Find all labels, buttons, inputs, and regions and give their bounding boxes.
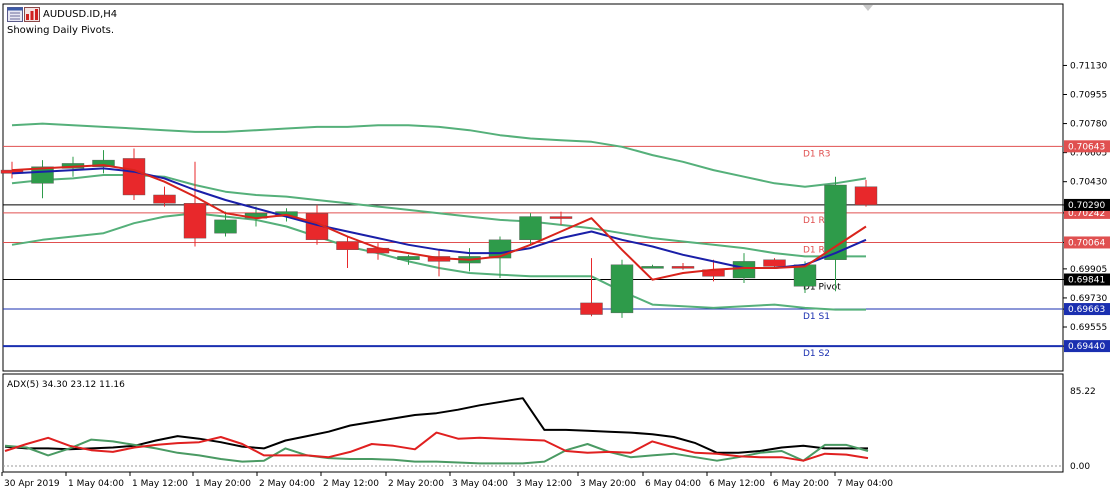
time-tick-label: 6 May 04:00 [645, 479, 701, 489]
time-tick-label: 2 May 04:00 [259, 479, 315, 489]
candle-bear [671, 266, 695, 269]
pivot-label: D1 R2 [803, 216, 831, 226]
time-tick-label: 30 Apr 2019 [4, 479, 60, 489]
symbol-title: AUDUSD.ID,H4 [43, 9, 118, 20]
current-price-text: 0.70290 [1068, 201, 1105, 211]
price-tick-label: 0.71130 [1070, 61, 1107, 71]
pivot-price-text: 0.69841 [1068, 275, 1105, 285]
time-tick-label: 3 May 20:00 [580, 479, 636, 489]
pivot-price-box [1064, 140, 1110, 153]
time-tick-label: 1 May 04:00 [68, 479, 124, 489]
candle-bear [153, 194, 176, 204]
pivot-label: D1 S1 [803, 312, 830, 322]
candle-bull [519, 216, 542, 241]
adx-tick-label: 85.22 [1070, 387, 1096, 397]
pivot-label: D1 S2 [803, 349, 830, 359]
time-axis: 30 Apr 2019 1 May 04:00 1 May 12:00 1 May 2… [1, 471, 1063, 489]
candle-bull [641, 266, 664, 269]
pivot-price-box [1064, 303, 1110, 316]
price-pane-border [2, 3, 1064, 372]
time-tick-label: 3 May 12:00 [516, 479, 572, 489]
candle-bear [854, 186, 878, 206]
pivot-price-box [1064, 236, 1110, 249]
time-tick-label: 6 May 20:00 [773, 479, 829, 489]
ma-fast-line [11, 164, 867, 281]
candle-bull [793, 264, 817, 287]
candle-bear [336, 241, 359, 250]
adx-title: ADX(5) 34.30 23.12 11.16 [7, 380, 125, 390]
price-pane[interactable]: 0.71130 0.70955 0.70780 0.70605 0.70430 0.702… [0, 3, 1110, 372]
pivot-label: D1 R3 [803, 149, 831, 159]
minus-di-line [4, 431, 869, 462]
candle-bull [732, 261, 756, 279]
candle-bull [824, 184, 847, 260]
candle-bull [214, 219, 237, 234]
candle-bull [92, 159, 115, 167]
pivot-label: D1 Pivot [803, 282, 841, 292]
pivot-price-box [1064, 273, 1110, 286]
time-tick-label: 3 May 04:00 [452, 479, 508, 489]
price-tick-label: 0.70605 [1070, 149, 1107, 159]
pivot-label: D1 R1 [803, 245, 831, 255]
indicator-list-icon[interactable] [24, 7, 40, 22]
time-tick-label: 7 May 04:00 [837, 479, 893, 489]
band-upper-line [11, 122, 867, 188]
time-tick-label: 2 May 20:00 [388, 479, 444, 489]
chart-window-icon[interactable] [7, 7, 23, 22]
shift-marker-icon[interactable] [863, 5, 873, 11]
candle-bull [397, 256, 420, 260]
price-tick-label: 0.69555 [1070, 323, 1107, 333]
ma-slow-line [11, 167, 867, 269]
pivot-price-text: 0.69663 [1068, 305, 1105, 315]
pivot-price-text: 0.70242 [1068, 209, 1105, 219]
plus-di-line [4, 438, 869, 465]
candle-bear [122, 158, 146, 196]
candle-bear [580, 302, 603, 315]
price-tick-label: 0.70955 [1070, 91, 1107, 101]
price-tick-label: 0.69730 [1070, 294, 1107, 304]
candle-bear [549, 216, 573, 219]
adx-line [4, 397, 868, 454]
pivot-price-text: 0.70064 [1068, 238, 1105, 248]
time-tick-label: 6 May 12:00 [709, 479, 765, 489]
time-tick-label: 1 May 12:00 [132, 479, 188, 489]
adx-tick-label: 0.00 [1070, 462, 1090, 472]
pivot-note: Showing Daily Pivots. [7, 25, 115, 36]
time-tick-label: 1 May 20:00 [195, 479, 251, 489]
candle-bear [763, 259, 786, 267]
pivot-price-text: 0.70643 [1068, 142, 1105, 152]
price-tick-label: 0.70430 [1070, 178, 1107, 188]
current-price-box [1064, 198, 1110, 211]
candle-bear [183, 203, 207, 239]
time-tick-label: 2 May 12:00 [323, 479, 379, 489]
price-tick-label: 0.70780 [1070, 120, 1107, 130]
pivot-price-text: 0.69440 [1068, 342, 1105, 352]
price-tick-label: 0.69905 [1070, 265, 1107, 275]
candle-bull [610, 264, 634, 314]
pivot-price-box [1064, 340, 1110, 353]
